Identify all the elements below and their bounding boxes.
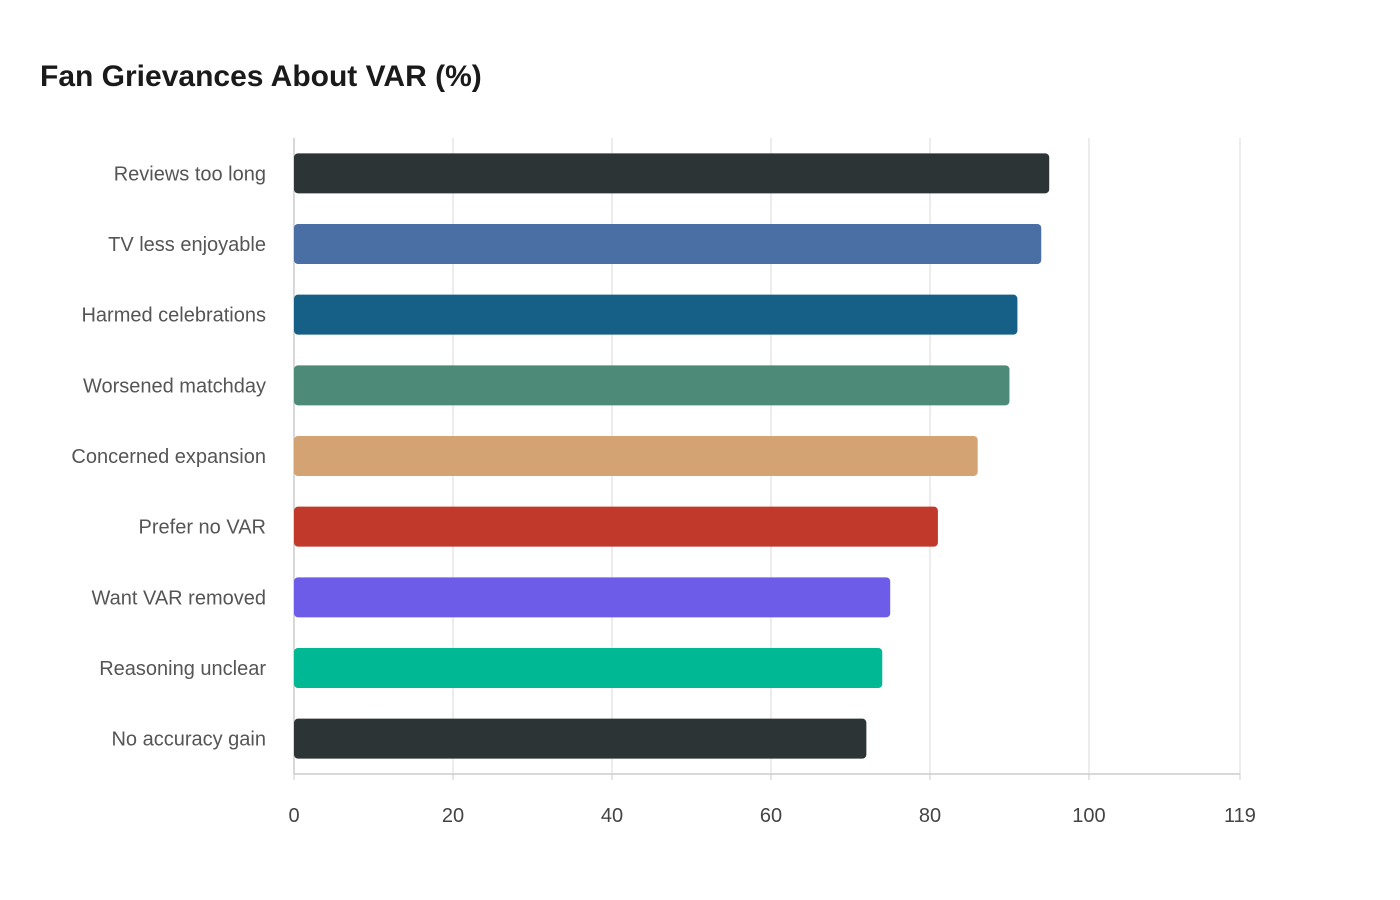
category-label: Concerned expansion xyxy=(71,446,266,468)
bar xyxy=(294,365,1010,406)
bar xyxy=(294,436,978,476)
x-tick-label: 60 xyxy=(760,805,782,827)
x-tick-label: 20 xyxy=(442,805,464,827)
bar xyxy=(294,577,891,618)
category-label: Harmed celebrations xyxy=(81,305,266,327)
x-tick-label: 0 xyxy=(288,805,299,827)
chart-title: Fan Grievances About VAR (%) xyxy=(40,60,482,93)
bar xyxy=(294,718,867,759)
bar xyxy=(294,648,883,688)
category-label: Prefer no VAR xyxy=(139,517,266,539)
category-label: Reasoning unclear xyxy=(99,658,266,680)
category-label: Want VAR removed xyxy=(91,587,266,609)
category-label: No accuracy gain xyxy=(111,729,266,751)
x-tick-label: 40 xyxy=(601,805,623,827)
category-label: TV less enjoyable xyxy=(108,234,266,256)
x-tick-label: 80 xyxy=(919,805,941,827)
category-label: Reviews too long xyxy=(114,163,266,185)
x-tick-label: 119 xyxy=(1224,805,1256,827)
x-tick-label: 100 xyxy=(1072,805,1105,827)
bar xyxy=(294,153,1050,194)
category-label: Worsened matchday xyxy=(83,375,266,397)
bar xyxy=(294,224,1042,264)
bar xyxy=(294,506,938,547)
bar xyxy=(294,294,1018,335)
